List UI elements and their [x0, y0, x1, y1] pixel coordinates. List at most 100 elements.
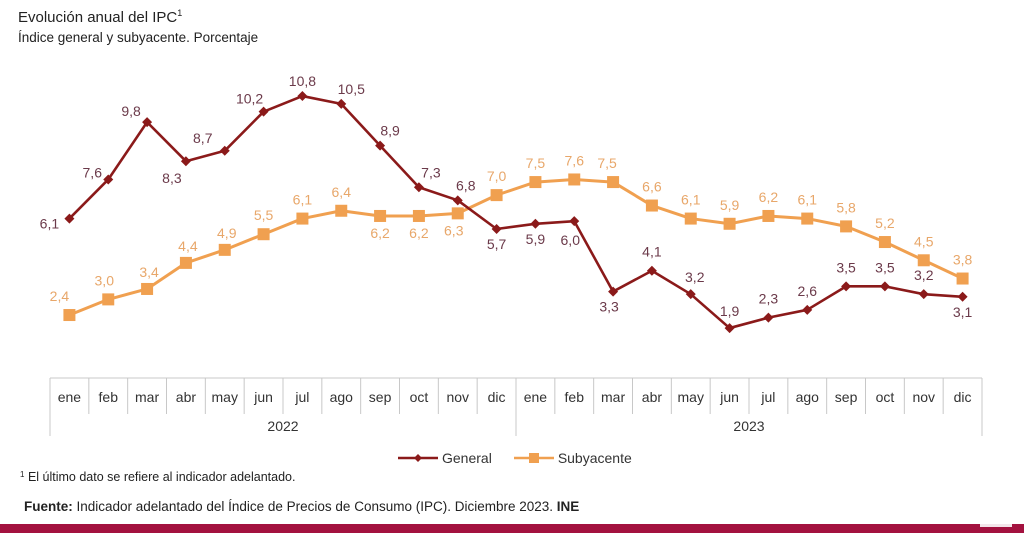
- legend-swatch-subyacente: [513, 453, 554, 463]
- data-label-subyacente: 6,2: [759, 189, 779, 205]
- data-label-general: 10,8: [289, 73, 316, 89]
- x-tick-label: may: [212, 389, 238, 405]
- data-label-subyacente: 4,5: [914, 233, 934, 249]
- data-point-general: [180, 156, 191, 167]
- data-point-subyacente: [102, 293, 115, 306]
- brand-bar-accent: [980, 524, 1012, 527]
- source-line: Fuente: Indicador adelantado del Índice …: [24, 499, 579, 514]
- x-tick-label: feb: [99, 389, 119, 405]
- x-tick-label: abr: [176, 389, 197, 405]
- data-label-subyacente: 6,4: [332, 184, 352, 200]
- data-label-subyacente: 3,8: [953, 252, 973, 268]
- data-label-general: 3,1: [953, 304, 973, 320]
- data-label-subyacente: 5,8: [836, 199, 856, 215]
- data-label-subyacente: 2,4: [50, 288, 70, 304]
- x-tick-label: dic: [488, 389, 506, 405]
- x-tick-label: ene: [524, 389, 548, 405]
- data-label-subyacente: 6,2: [370, 225, 390, 241]
- legend: General Subyacente: [398, 450, 654, 466]
- data-label-general: 8,7: [193, 130, 213, 146]
- data-point-subyacente: [179, 256, 192, 269]
- data-point-subyacente: [63, 309, 76, 322]
- x-tick-label: feb: [565, 389, 585, 405]
- data-label-subyacente: 7,5: [526, 155, 546, 171]
- x-tick-label: oct: [410, 389, 429, 405]
- data-point-general: [957, 291, 968, 302]
- data-label-general: 1,9: [720, 303, 740, 319]
- data-point-general: [219, 145, 230, 156]
- data-point-general: [802, 304, 813, 315]
- data-point-general: [491, 224, 502, 235]
- data-label-general: 9,8: [121, 103, 141, 119]
- data-label-general: 4,1: [642, 244, 662, 260]
- x-tick-label: jul: [294, 389, 309, 405]
- data-point-general: [879, 281, 890, 292]
- legend-label-subyacente: Subyacente: [557, 450, 632, 466]
- data-point-general: [918, 289, 929, 300]
- data-label-general: 10,2: [236, 91, 263, 107]
- x-tick-label: oct: [876, 389, 895, 405]
- data-point-general: [646, 265, 657, 276]
- data-label-general: 3,5: [875, 259, 895, 275]
- data-label-subyacente: 6,1: [798, 192, 818, 208]
- data-label-general: 6,0: [561, 232, 581, 248]
- data-point-general: [336, 98, 347, 109]
- data-label-general: 2,6: [798, 283, 818, 299]
- legend-swatch-general: [398, 454, 438, 462]
- data-label-subyacente: 4,4: [178, 238, 198, 254]
- data-point-general: [142, 117, 153, 128]
- brand-bar: [0, 524, 1024, 533]
- data-label-general: 7,6: [83, 164, 103, 180]
- x-tick-label: ago: [330, 389, 354, 405]
- chart-title: Evolución anual del IPC1: [18, 8, 182, 26]
- data-label-general: 8,3: [162, 170, 182, 186]
- data-point-general: [258, 106, 269, 117]
- data-label-general: 3,5: [836, 259, 856, 275]
- data-label-general: 3,2: [685, 269, 705, 285]
- data-label-subyacente: 6,6: [642, 179, 662, 195]
- chart-title-text: Evolución anual del IPC: [18, 9, 178, 26]
- data-label-subyacente: 7,6: [565, 152, 585, 168]
- data-point-subyacente: [412, 209, 425, 222]
- x-tick-label: nov: [912, 389, 935, 405]
- data-point-subyacente: [956, 272, 969, 285]
- data-point-general: [530, 218, 541, 229]
- data-label-general: 8,9: [380, 123, 400, 139]
- footnote: 1 El último dato se refiere al indicador…: [20, 470, 295, 484]
- data-label-subyacente: 5,5: [254, 207, 274, 223]
- data-point-subyacente: [607, 176, 620, 189]
- x-tick-label: dic: [954, 389, 972, 405]
- data-label-subyacente: 5,9: [720, 197, 740, 213]
- data-point-general: [297, 91, 308, 102]
- data-point-subyacente: [374, 209, 387, 222]
- data-label-subyacente: 4,9: [217, 225, 237, 241]
- data-label-subyacente: 3,0: [95, 272, 115, 288]
- data-label-general: 7,3: [421, 164, 441, 180]
- data-point-subyacente: [801, 212, 814, 225]
- data-point-subyacente: [257, 228, 270, 241]
- legend-item-general[interactable]: General: [398, 450, 492, 466]
- data-label-general: 10,5: [338, 81, 365, 97]
- footnote-marker: 1: [20, 470, 25, 479]
- source-text: Indicador adelantado del Índice de Preci…: [72, 499, 557, 514]
- data-point-subyacente: [917, 254, 930, 267]
- line-chart: ene feb mar abr may jun jul ago sep oct nov dic ene f…: [40, 73, 983, 436]
- data-label-general: 5,9: [526, 231, 546, 247]
- data-point-subyacente: [335, 204, 348, 217]
- x-tick-label: mar: [135, 389, 159, 405]
- footnote-text: El último dato se refiere al indicador a…: [27, 470, 296, 484]
- legend-item-subyacente[interactable]: Subyacente: [513, 450, 632, 466]
- data-point-general: [841, 281, 852, 292]
- data-point-subyacente: [762, 209, 775, 222]
- source-org: INE: [556, 499, 580, 514]
- data-label-general: 3,2: [914, 267, 934, 283]
- data-point-subyacente: [490, 189, 503, 202]
- data-point-general: [413, 182, 424, 193]
- data-point-subyacente: [218, 243, 231, 256]
- x-year-label: 2023: [733, 418, 764, 434]
- data-point-subyacente: [451, 207, 464, 220]
- data-label-subyacente: 6,2: [409, 225, 429, 241]
- data-label-general: 2,3: [759, 291, 779, 307]
- data-point-subyacente: [645, 199, 658, 212]
- data-label-subyacente: 6,3: [444, 222, 464, 238]
